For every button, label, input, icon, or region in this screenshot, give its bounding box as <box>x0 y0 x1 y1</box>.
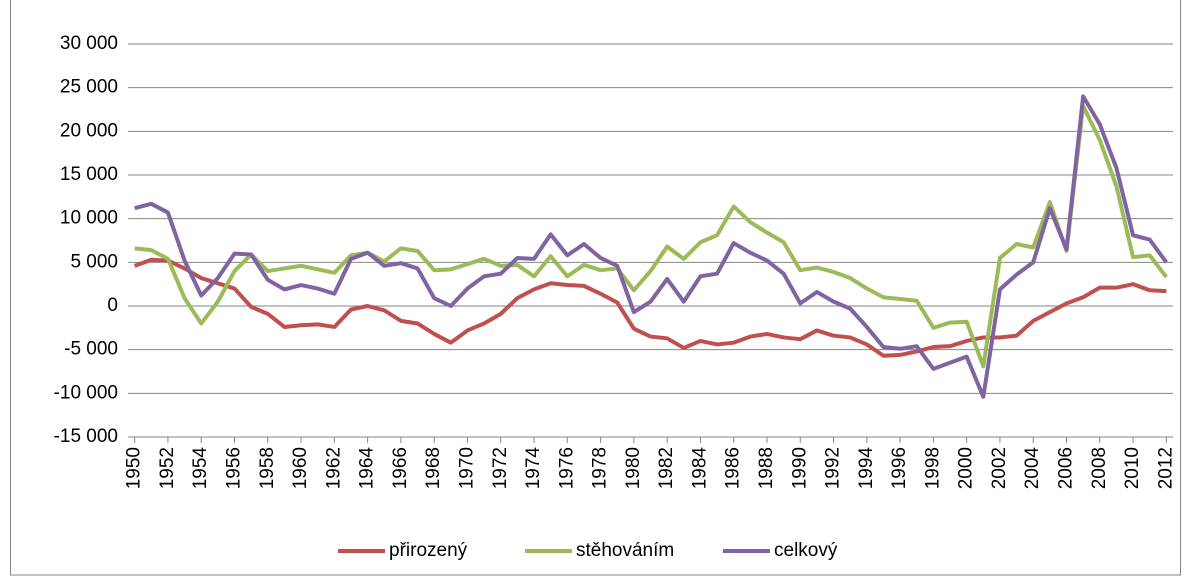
y-tick-label: 30 000 <box>60 33 118 54</box>
y-tick-label: -15 000 <box>54 426 118 447</box>
series-line <box>134 94 1168 399</box>
x-tick-label: 2002 <box>989 447 1010 489</box>
x-tick-label: 1972 <box>490 447 511 489</box>
y-tick-label: -10 000 <box>54 382 118 403</box>
legend-label: přirozený <box>389 540 468 561</box>
x-tick-label: 2004 <box>1022 447 1043 490</box>
x-tick-label: 1996 <box>889 447 910 489</box>
y-tick-label: -5 000 <box>64 339 118 360</box>
y-tick-label: 10 000 <box>60 208 118 229</box>
x-tick-label: 1992 <box>823 447 844 489</box>
y-tick-label: 0 <box>107 295 118 316</box>
x-tick-label: 1958 <box>257 447 278 489</box>
x-tick-label: 1994 <box>856 447 877 490</box>
x-tick-label: 1964 <box>357 447 378 490</box>
x-tick-label: 1974 <box>523 447 544 490</box>
x-tick-label: 1990 <box>789 447 810 489</box>
x-tick-label: 2012 <box>1155 447 1176 489</box>
x-tick-label: 1986 <box>723 447 744 489</box>
y-tick-label: 5 000 <box>70 251 118 272</box>
x-tick-label: 1950 <box>124 447 145 489</box>
x-tick-label: 1998 <box>922 447 943 489</box>
x-tick-label: 1968 <box>423 447 444 489</box>
x-tick-label: 2000 <box>956 447 977 489</box>
chart-frame <box>10 0 1181 576</box>
series-line <box>134 104 1168 369</box>
y-tick-label: 15 000 <box>60 164 118 185</box>
x-tick-label: 2008 <box>1089 447 1110 489</box>
legend-label: celkový <box>774 540 838 561</box>
x-tick-label: 1976 <box>556 447 577 489</box>
y-tick-label: 25 000 <box>60 77 118 98</box>
x-tick-label: 2006 <box>1056 447 1077 489</box>
x-tick-label: 1978 <box>590 447 611 489</box>
x-tick-label: 1982 <box>656 447 677 489</box>
x-tick-label: 1960 <box>290 447 311 489</box>
x-tick-label: 1952 <box>157 447 178 489</box>
legend-label: stěhováním <box>576 540 674 561</box>
x-tick-label: 1962 <box>323 447 344 489</box>
x-tick-label: 1970 <box>456 447 477 489</box>
x-tick-label: 2010 <box>1122 447 1143 489</box>
y-tick-label: 20 000 <box>60 120 118 141</box>
x-tick-label: 1954 <box>190 447 211 490</box>
x-tick-label: 1966 <box>390 447 411 489</box>
x-tick-label: 1984 <box>689 447 710 490</box>
x-tick-label: 1988 <box>756 447 777 489</box>
x-tick-label: 1980 <box>623 447 644 489</box>
x-tick-label: 1956 <box>224 447 245 489</box>
